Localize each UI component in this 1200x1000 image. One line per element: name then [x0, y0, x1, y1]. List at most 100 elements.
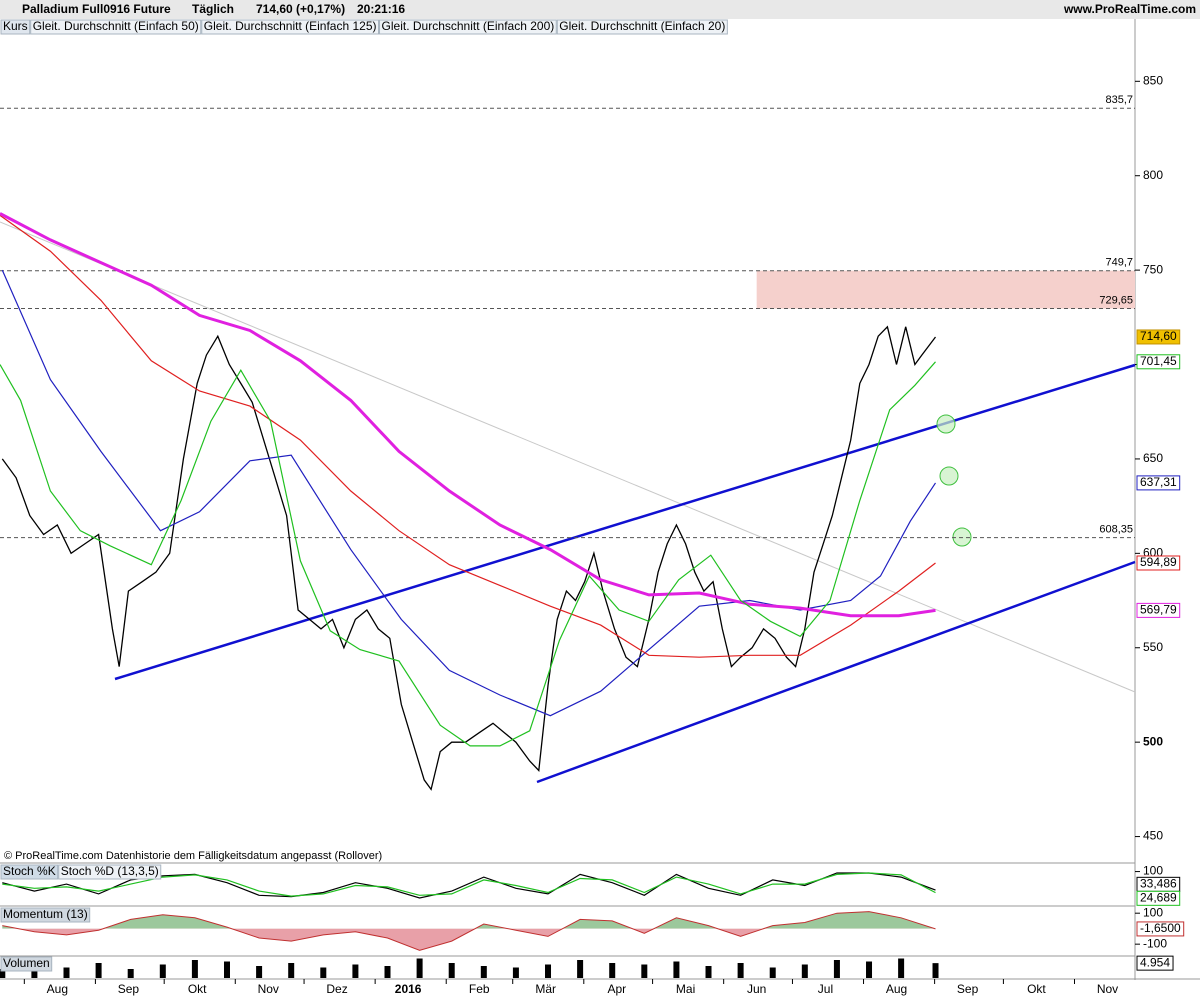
- legend-label: Gleit. Durchschnitt (Einfach 50): [33, 19, 199, 33]
- legend-box: [0, 864, 59, 880]
- end-label: 33,486: [1140, 876, 1177, 890]
- level-label: 608,35: [1099, 523, 1133, 535]
- end-label: 4.954: [1140, 955, 1170, 969]
- volume-bar: [31, 966, 38, 978]
- time: 20:21:16: [357, 2, 405, 16]
- legend-label: Volumen: [3, 956, 50, 970]
- end-label-box: [1136, 555, 1181, 571]
- resistance-zone: [756, 270, 1135, 309]
- end-label-box: [1136, 329, 1181, 345]
- x-tick-label: Nov: [258, 982, 279, 996]
- volume-bar: [866, 961, 873, 978]
- quote: 714,60 (+0,17%): [256, 2, 345, 16]
- y-tick-label: 550: [1143, 640, 1163, 654]
- volume-bar: [256, 966, 263, 978]
- legend-box: [30, 19, 202, 35]
- end-label: 637,31: [1140, 475, 1177, 489]
- x-tick-label: 2016: [395, 982, 422, 996]
- volume-bar: [159, 964, 166, 978]
- brand: www.ProRealTime.com: [1063, 2, 1196, 16]
- y-tick-label: 450: [1143, 829, 1163, 843]
- legend-label: Gleit. Durchschnitt (Einfach 125): [204, 19, 377, 33]
- legend-box: [0, 956, 53, 972]
- header-bar: [0, 0, 1200, 19]
- volume-bar: [384, 966, 391, 978]
- y-tick-label: 750: [1143, 262, 1163, 276]
- volume-bar: [320, 967, 327, 978]
- y-tick-label: 100: [1143, 864, 1163, 878]
- volume-bar: [448, 963, 455, 978]
- volume-bar: [63, 967, 70, 978]
- x-tick-label: Mär: [535, 982, 556, 996]
- series-line: [1, 325, 937, 791]
- end-label-box: [1136, 955, 1174, 971]
- legend-label: Momentum (13): [3, 907, 88, 921]
- end-label: -1,6500: [1140, 921, 1181, 935]
- title: Palladium Full0916 Future: [22, 2, 171, 16]
- y-tick-label: -100: [1143, 936, 1167, 950]
- volume-bar: [932, 963, 939, 978]
- legend-box: [0, 19, 31, 35]
- series-line: [1, 269, 937, 717]
- volume-bar: [609, 963, 616, 978]
- legend-box: [556, 19, 728, 35]
- volume-bar: [224, 961, 230, 978]
- x-tick-label: Okt: [1027, 982, 1046, 996]
- x-tick-label: Sep: [957, 982, 979, 996]
- end-label-box: [1136, 602, 1181, 618]
- x-tick-label: Aug: [47, 982, 68, 996]
- y-tick-label: 650: [1143, 451, 1163, 465]
- legend-box: [0, 907, 91, 923]
- x-tick-label: Jun: [747, 982, 766, 996]
- x-tick-label: Jul: [818, 982, 833, 996]
- legend-box: [379, 19, 557, 35]
- legend-label: Stoch %K: [3, 864, 56, 878]
- end-label-box: [1136, 354, 1181, 370]
- volume-bar: [480, 966, 487, 978]
- x-tick-label: Sep: [118, 982, 140, 996]
- volume-bar: [577, 960, 584, 978]
- series-line: [0, 214, 936, 658]
- y-tick-label: 850: [1143, 73, 1163, 87]
- legend-label: Stoch %D (13,3,5): [61, 864, 159, 878]
- legend-label: Gleit. Durchschnitt (Einfach 200): [382, 19, 555, 33]
- x-tick-label: Dez: [326, 982, 347, 996]
- x-tick-label: Feb: [469, 982, 490, 996]
- trend-lines: [0, 221, 1136, 784]
- volume-bar: [95, 963, 102, 978]
- series-line: [0, 212, 936, 618]
- volume-bar: [545, 964, 552, 978]
- highlight-circles: [936, 414, 972, 547]
- volume-bar: [898, 958, 905, 978]
- series-line: [0, 361, 936, 747]
- volume-bar: [416, 958, 423, 978]
- volume-bar: [673, 961, 680, 978]
- x-tick-label: Nov: [1097, 982, 1118, 996]
- volume-bar: [641, 964, 648, 978]
- legend-label: Kurs: [3, 19, 28, 33]
- y-tick-label: 800: [1143, 168, 1163, 182]
- end-label: 714,60: [1140, 329, 1177, 343]
- volume-bar: [127, 969, 134, 978]
- period: Täglich: [192, 2, 234, 16]
- volume-bar: [0, 969, 6, 978]
- volume-bar: [769, 967, 776, 978]
- volume-bar: [833, 960, 840, 978]
- volume-bar: [288, 963, 295, 978]
- y-tick-label: 100: [1143, 905, 1163, 919]
- x-tick-label: Okt: [188, 982, 207, 996]
- level-label: 749,7: [1105, 257, 1133, 269]
- end-label: 569,79: [1140, 603, 1177, 617]
- x-tick-label: Aug: [886, 982, 907, 996]
- volume-bar: [705, 966, 712, 978]
- level-label: 729,65: [1099, 294, 1133, 306]
- legend-box: [201, 19, 380, 35]
- x-tick-label: Mai: [676, 982, 695, 996]
- momentum-line: [2, 911, 936, 951]
- volume-bar: [801, 964, 808, 978]
- frame: [0, 19, 1200, 980]
- end-label-box: [1136, 475, 1181, 491]
- footnote: © ProRealTime.com Datenhistorie dem Fäll…: [4, 850, 382, 862]
